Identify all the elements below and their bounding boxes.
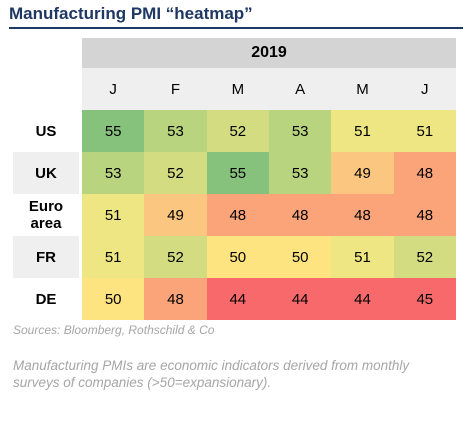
source-note: Sources: Bloomberg, Rothschild & Co — [13, 323, 215, 337]
heatmap-cell: 48 — [393, 152, 456, 194]
month-label: J — [109, 80, 117, 98]
row-label: US — [13, 110, 79, 152]
footnote: Manufacturing PMIs are economic indicato… — [13, 358, 410, 390]
year-header: 2019 — [82, 38, 456, 68]
heatmap-cell: 48 — [393, 194, 456, 236]
heatmap-cell: 53 — [82, 152, 145, 194]
month-label: A — [295, 80, 306, 98]
row-label: FR — [13, 236, 79, 278]
heatmap-cell: 52 — [144, 236, 207, 278]
row-label: Euro area — [13, 194, 79, 236]
heatmap-cell: 55 — [82, 110, 145, 152]
heatmap-cell: 51 — [82, 194, 145, 236]
heatmap-cell: 48 — [331, 194, 394, 236]
heatmap-cell: 53 — [269, 152, 332, 194]
heatmap-cell: 48 — [144, 278, 207, 320]
heatmap-cell: 51 — [331, 236, 394, 278]
row-label: UK — [13, 152, 79, 194]
heatmap-cell: 50 — [269, 236, 332, 278]
heatmap-cell: 49 — [331, 152, 394, 194]
month-label: J — [421, 80, 429, 98]
month-label: M — [356, 80, 369, 98]
month-label: F — [170, 80, 181, 98]
heatmap-cell: 55 — [206, 152, 269, 194]
heatmap-cell: 50 — [82, 278, 145, 320]
heatmap-cell: 53 — [269, 110, 332, 152]
heatmap-cell: 48 — [206, 194, 269, 236]
heatmap-cell: 52 — [144, 152, 207, 194]
heatmap-cell: 44 — [206, 278, 269, 320]
heatmap-cell: 53 — [144, 110, 207, 152]
heatmap-cell: 44 — [331, 278, 394, 320]
heatmap-cell: 50 — [206, 236, 269, 278]
chart-title: Manufacturing PMI “heatmap” — [9, 4, 253, 23]
month-label: M — [231, 80, 245, 98]
title-rule — [9, 27, 463, 29]
heatmap-cell: 52 — [393, 236, 456, 278]
heatmap-cell: 48 — [269, 194, 332, 236]
row-label: DE — [13, 278, 79, 320]
heatmap-cell: 51 — [331, 110, 394, 152]
heatmap-cell: 51 — [82, 236, 145, 278]
heatmap-cell: 51 — [393, 110, 456, 152]
heatmap-cell: 45 — [393, 278, 456, 320]
heatmap-cell: 44 — [269, 278, 332, 320]
heatmap-cell: 52 — [206, 110, 269, 152]
heatmap-cell: 49 — [144, 194, 207, 236]
